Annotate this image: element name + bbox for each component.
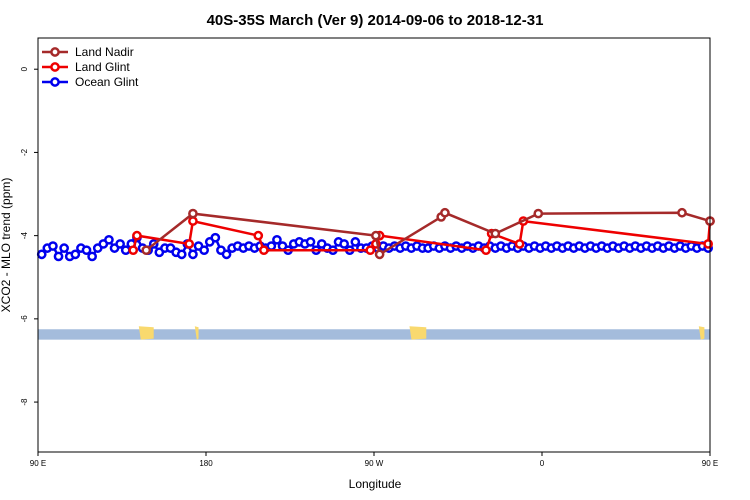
data-point xyxy=(374,249,385,260)
data-point xyxy=(199,245,209,256)
y-tick-label: -6 xyxy=(20,315,29,323)
data-point xyxy=(514,239,525,249)
data-point xyxy=(188,216,198,226)
series-land-nadir xyxy=(141,207,715,260)
data-point xyxy=(53,251,64,262)
ocean-strip xyxy=(38,329,710,340)
land-sea-strip xyxy=(38,326,710,340)
x-tick-label: 0 xyxy=(540,459,545,468)
x-tick-label: 180 xyxy=(199,459,213,468)
data-point xyxy=(210,232,221,243)
y-axis: 0 -2 -4 -6 -8 xyxy=(20,66,38,406)
legend-swatch-marker xyxy=(50,47,60,57)
legend-item: Ocean Glint xyxy=(42,75,139,89)
x-tick-label: 90 W xyxy=(365,459,384,468)
y-axis-label: XCO2 - MLO trend (ppm) xyxy=(0,178,13,313)
x-tick-label: 90 E xyxy=(702,459,718,468)
data-point xyxy=(59,243,69,253)
data-point xyxy=(128,245,139,256)
data-point xyxy=(677,207,687,218)
data-point xyxy=(371,230,381,241)
series-layer xyxy=(36,207,715,262)
data-point xyxy=(70,249,81,260)
y-tick-label: -4 xyxy=(20,232,29,240)
x-tick-label: 90 E xyxy=(30,459,46,468)
data-point xyxy=(253,230,264,241)
data-point xyxy=(350,237,361,247)
y-tick-label: 0 xyxy=(20,66,29,71)
data-point xyxy=(259,245,269,256)
data-point xyxy=(188,208,198,219)
data-point xyxy=(305,237,316,247)
land-patch-new-zealand xyxy=(194,326,199,340)
data-point xyxy=(132,230,142,241)
y-tick-label: -2 xyxy=(20,148,29,156)
legend-item: Land Nadir xyxy=(42,45,134,59)
land-patch-australia-repeat xyxy=(698,326,705,340)
data-point xyxy=(87,251,97,262)
data-point xyxy=(188,249,198,260)
data-point xyxy=(365,245,376,256)
data-point xyxy=(48,241,58,251)
y-tick-label: -8 xyxy=(20,398,29,406)
data-point xyxy=(221,249,232,260)
data-point xyxy=(481,245,491,256)
chart-title: 40S-35S March (Ver 9) 2014-09-06 to 2018… xyxy=(207,12,544,29)
legend-label: Land Nadir xyxy=(75,45,134,59)
x-axis-label: Longitude xyxy=(349,477,402,491)
x-axis: 90 E 180 90 W 0 90 E xyxy=(30,452,718,468)
data-point xyxy=(490,228,501,239)
land-patch-australia xyxy=(138,326,154,340)
data-point xyxy=(440,207,450,218)
data-point xyxy=(141,245,152,256)
data-point xyxy=(176,249,187,260)
data-point xyxy=(184,239,195,249)
data-point xyxy=(104,234,114,245)
data-point xyxy=(81,245,92,256)
legend-label: Land Glint xyxy=(75,60,130,74)
data-point xyxy=(339,239,349,249)
data-point xyxy=(272,234,282,245)
data-point xyxy=(115,239,125,249)
legend-swatch-marker xyxy=(50,77,60,87)
data-point xyxy=(703,239,713,249)
land-patch-south-america xyxy=(409,326,427,340)
legend-label: Ocean Glint xyxy=(75,75,139,89)
legend-swatch-marker xyxy=(50,62,60,72)
legend-item: Land Glint xyxy=(42,60,130,74)
data-point xyxy=(533,208,544,219)
